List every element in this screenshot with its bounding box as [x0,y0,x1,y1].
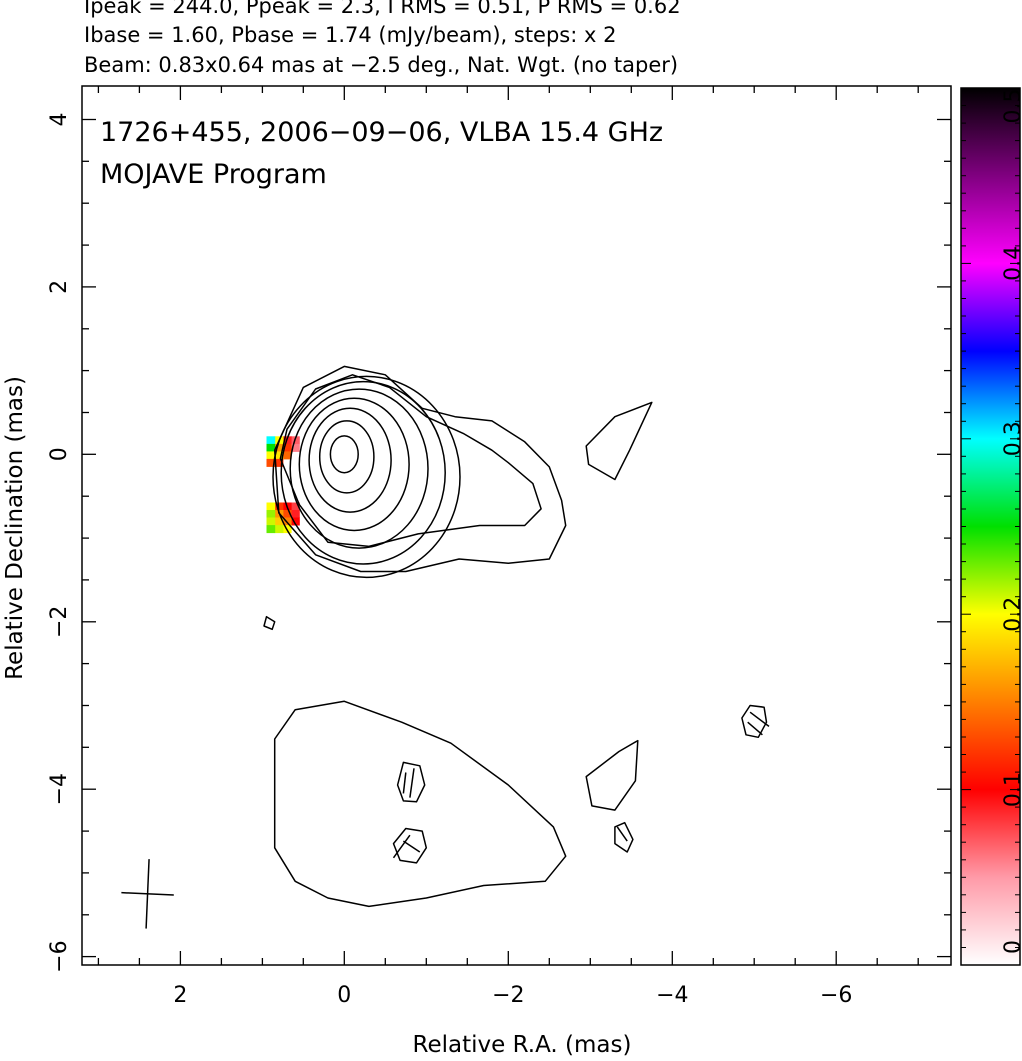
colorbar-tick-label: 0.2 [1001,597,1022,632]
chart-title-line-1: 1726+455, 2006−09−06, VLBA 15.4 GHz [100,117,663,148]
core-contour-5 [280,380,446,565]
polarization-pixel-5 [282,443,292,452]
core-contour-2 [308,407,392,513]
extended-contour-4 [273,700,567,908]
polarization-pixel-12 [266,458,276,467]
core-contour-1 [318,420,375,494]
evpa-vectors [392,711,770,859]
extended-contour-3 [263,615,276,631]
polarization-pixel-20 [266,510,276,518]
y-tick-label: −6 [47,940,72,972]
beam-minor-axis [121,891,174,896]
header-line-3: Beam: 0.83x0.64 mas at −2.5 deg., Nat. W… [84,53,679,77]
polarization-pixel-9 [274,451,284,460]
y-tick-label: −2 [47,606,72,638]
polarization-pixel-17 [291,510,300,518]
y-tick-label: 4 [47,113,72,127]
colorbar-tick-label: 0.5 [1001,89,1022,124]
extended-contour-1 [273,365,567,573]
extended-contour-5 [585,739,639,811]
chart-title-line-2: MOJAVE Program [100,159,327,190]
evpa-tick-5 [747,721,763,736]
polarization-pixel-0 [291,436,300,445]
y-tick-label: −4 [47,773,72,805]
x-tick-label: −6 [820,983,852,1008]
extended-contour-9 [741,704,768,739]
extended-contour-8 [614,821,634,853]
y-axis-ticks: 4 2 0 −2 −4 −6 [47,113,951,973]
polarization-pixel-24 [266,517,276,526]
polarization-pixel-13 [291,502,300,511]
evpa-tick-4 [749,711,770,727]
polarization-pixel-7 [266,443,276,452]
colorbar-ticks: 0 0.1 0.2 0.3 0.4 0.5 [961,87,1022,966]
colorbar-tick-label: 0.3 [1001,421,1022,456]
evpa-tick-6 [616,826,628,842]
polarization-pixel-18 [282,510,292,518]
extended-contour-7 [392,827,428,864]
intensity-contours [263,365,768,908]
core-contour-4 [289,388,429,549]
x-tick-label: 2 [173,983,187,1008]
x-tick-label: −2 [492,983,524,1008]
colorbar-tick-label: 0.1 [1001,772,1022,807]
x-axis-label: Relative R.A. (mas) [413,1032,632,1058]
polarization-pixel-23 [274,517,284,526]
x-axis-ticks: 2 0 −2 −4 −6 [97,86,919,1008]
polarization-pixel-16 [266,502,276,511]
evpa-tick-3 [402,840,421,853]
colorbar-tick-label: 0 [1001,940,1022,954]
core-contour-3 [298,397,410,532]
y-tick-label: 2 [47,280,72,294]
polarization-pixel-3 [266,436,276,445]
polarization-pixel-4 [291,443,300,452]
y-axis-label: Relative Declination (mas) [2,376,28,680]
core-contour-6 [272,375,461,579]
polarization-pixel-11 [274,458,284,467]
evpa-tick-2 [392,834,411,859]
colorbar [960,87,1021,966]
header-line-1: Ipeak = 244.0, Ppeak = 2.3, I RMS = 0.51… [84,0,681,18]
y-tick-label: 0 [47,447,72,461]
header-line-2: Ibase = 1.60, Pbase = 1.74 (mJy/beam), s… [84,23,617,47]
x-tick-label: −4 [656,983,688,1008]
polarization-pixel-21 [291,517,300,526]
extended-contour-2 [585,401,653,481]
polarization-pixel-10 [266,451,276,460]
beam-cross [121,859,174,929]
x-tick-label: 0 [337,983,351,1008]
evpa-tick-1 [402,772,407,794]
polarization-pixel-26 [274,525,284,534]
plot-frame [81,85,952,966]
extended-contour-6 [396,761,426,803]
core-contour-0 [329,435,359,474]
polarization-pixel-8 [282,451,292,460]
evpa-tick-0 [409,768,415,798]
colorbar-tick-label: 0.4 [1001,246,1022,281]
polarization-pixel-6 [274,443,284,452]
extended-contour-0 [279,374,542,548]
polarization-pixel-27 [266,525,276,534]
